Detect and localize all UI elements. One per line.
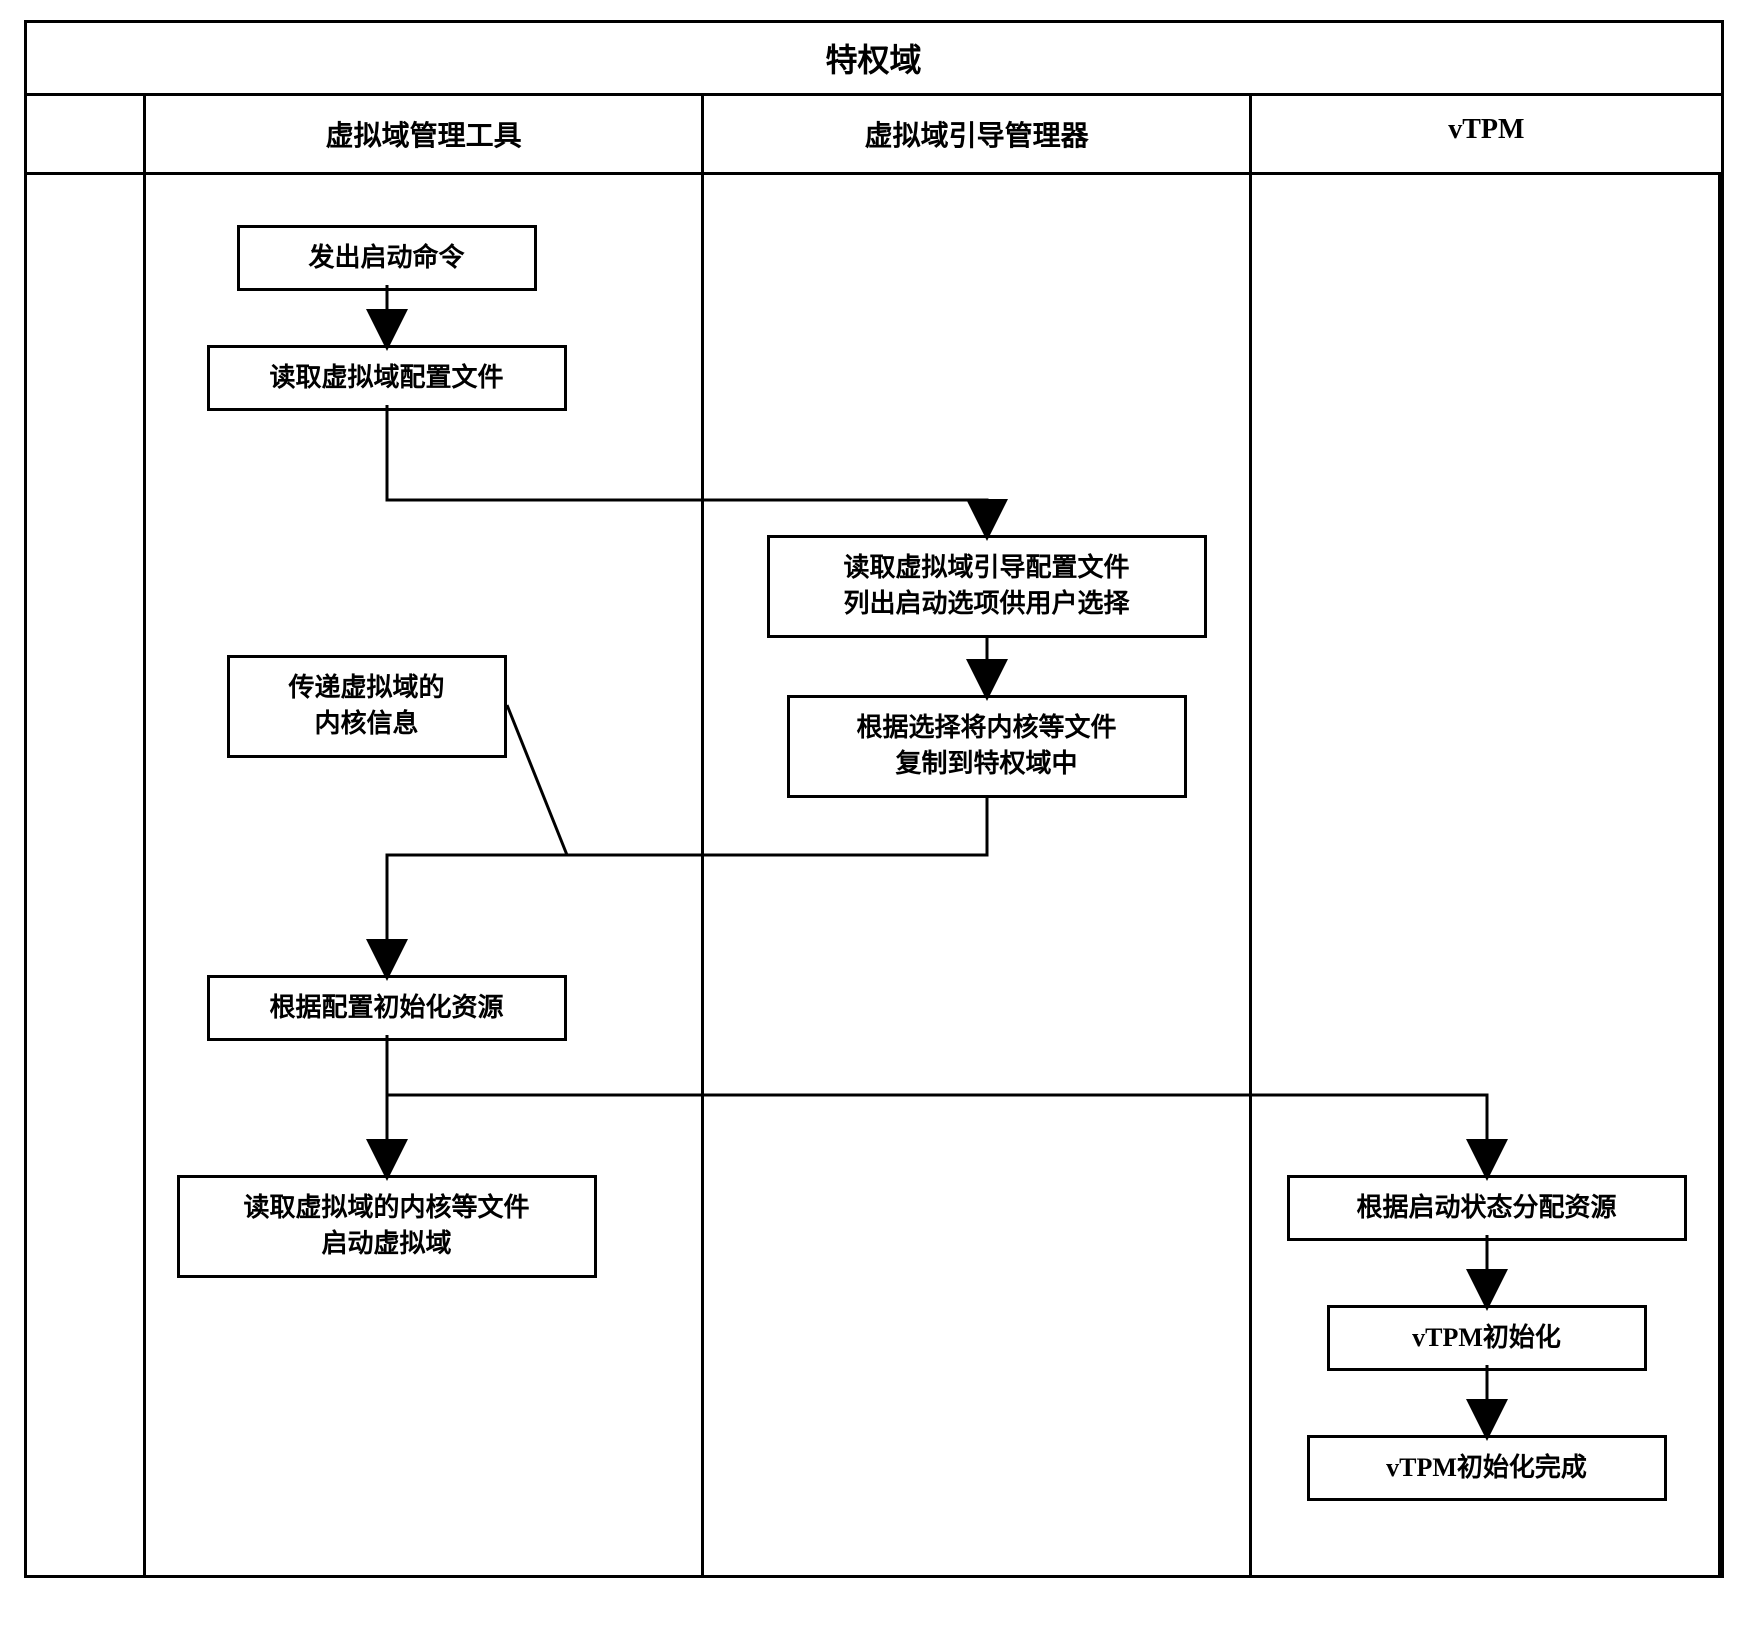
header-col3: vTPM [1252,96,1720,172]
node-boot-vdomain: 读取虚拟域的内核等文件 启动虚拟域 [177,1175,597,1278]
node-pass-kernel-info: 传递虚拟域的 内核信息 [227,655,507,758]
lane-spacer [27,175,147,1575]
node-copy-kernel: 根据选择将内核等文件 复制到特权域中 [787,695,1187,798]
node-read-boot-config: 读取虚拟域引导配置文件 列出启动选项供用户选择 [767,535,1207,638]
lane-col2 [704,175,1252,1575]
node-read-config: 读取虚拟域配置文件 [207,345,567,411]
flowchart-diagram: 特权域 虚拟域管理工具 虚拟域引导管理器 vTPM 发出启动命令 读取虚拟域配置… [24,20,1724,1578]
node-start-command: 发出启动命令 [237,225,537,291]
node-init-resources: 根据配置初始化资源 [207,975,567,1041]
diagram-title: 特权域 [27,23,1721,96]
node-vtpm-done: vTPM初始化完成 [1307,1435,1667,1501]
node-alloc-resources: 根据启动状态分配资源 [1287,1175,1687,1241]
swimlane-headers: 虚拟域管理工具 虚拟域引导管理器 vTPM [27,96,1721,175]
header-col1: 虚拟域管理工具 [146,96,704,172]
header-spacer [27,96,147,172]
swimlanes: 发出启动命令 读取虚拟域配置文件 读取虚拟域引导配置文件 列出启动选项供用户选择… [27,175,1721,1575]
node-vtpm-init: vTPM初始化 [1327,1305,1647,1371]
header-col2: 虚拟域引导管理器 [704,96,1252,172]
